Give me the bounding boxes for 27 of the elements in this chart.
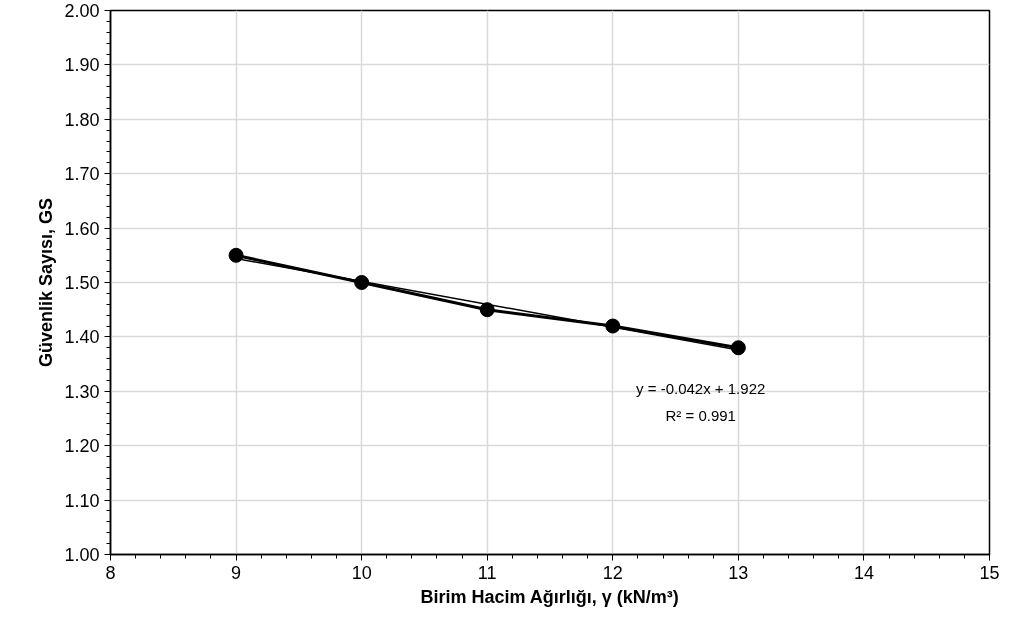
y-tick-label: 1.50 (64, 273, 100, 293)
y-tick-label: 1.70 (64, 164, 100, 185)
y-tick-label: 1.00 (64, 545, 100, 565)
y-tick-label: 1.60 (64, 218, 100, 239)
point (354, 275, 370, 290)
y-tick-label: 1.30 (64, 381, 100, 402)
x-tick-label: 13 (728, 562, 749, 583)
x-tick-label: 8 (105, 562, 116, 583)
y-tick-label: 1.20 (64, 436, 100, 457)
y-tick-label: 1.40 (64, 327, 100, 348)
point (730, 340, 746, 356)
x-axis-title: Birim Hacim Ağırlığı, γ (kN/m³) (420, 586, 679, 607)
x-tick-label: 9 (231, 562, 242, 583)
annotation: y = -0.042x + 1.922 (636, 380, 766, 398)
x-tick-label: 10 (351, 562, 372, 583)
y-tick-label: 1.10 (64, 490, 100, 511)
y-axis-title: Güvenlik Sayısı, GS (36, 197, 57, 368)
x-tick-label: 14 (853, 562, 874, 583)
y-tick-label: 2.00 (64, 1, 100, 21)
x-tick-label: 15 (979, 562, 1000, 583)
x-tick-label: 12 (602, 562, 623, 583)
y-tick-label: 1.90 (64, 55, 100, 76)
x-tick-label: 11 (477, 562, 497, 583)
point (228, 247, 244, 263)
annotation: R² = 0.991 (665, 407, 736, 425)
point (479, 302, 495, 318)
y-tick-label: 1.80 (64, 109, 100, 130)
